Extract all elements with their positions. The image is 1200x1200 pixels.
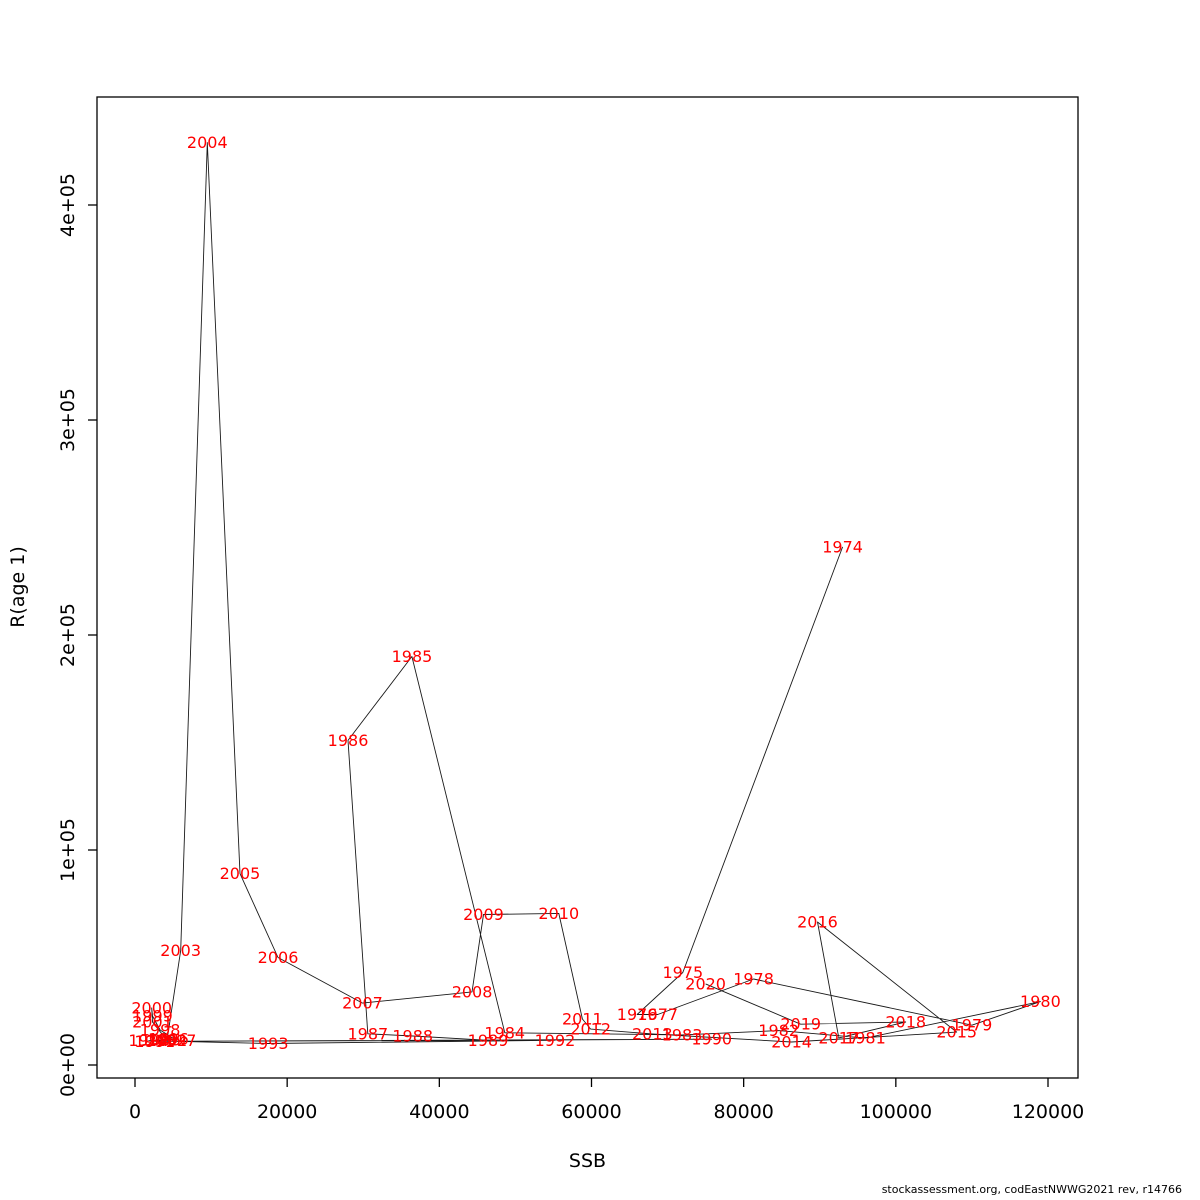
- year-label-2016: 2016: [797, 913, 838, 932]
- year-label-1993: 1993: [248, 1034, 289, 1053]
- year-label-1996: 1996: [148, 1030, 189, 1049]
- year-label-1985: 1985: [392, 647, 433, 666]
- x-tick-label: 20000: [257, 1101, 317, 1123]
- plot-border: [96, 96, 1079, 1079]
- year-label-1982: 1982: [758, 1021, 799, 1040]
- y-tick-label: 1e+05: [57, 818, 79, 882]
- year-label-2000: 2000: [131, 999, 172, 1018]
- year-label-1983: 1983: [662, 1025, 703, 1044]
- year-label-2012: 2012: [570, 1020, 611, 1039]
- year-label-1977: 1977: [637, 1005, 678, 1024]
- year-label-2004: 2004: [187, 133, 228, 152]
- year-label-1984: 1984: [484, 1023, 525, 1042]
- year-label-1988: 1988: [392, 1026, 433, 1045]
- x-tick-label: 120000: [1012, 1101, 1085, 1123]
- y-tick-label: 4e+05: [57, 173, 79, 237]
- year-label-2007: 2007: [342, 994, 383, 1013]
- year-label-2005: 2005: [220, 864, 261, 883]
- year-label-1976: 1976: [617, 1005, 658, 1024]
- year-label-1980: 1980: [1020, 992, 1061, 1011]
- year-label-1975: 1975: [662, 963, 703, 982]
- year-label-2009: 2009: [463, 905, 504, 924]
- year-label-1999: 1999: [132, 1006, 173, 1025]
- y-tick-label: 2e+05: [57, 603, 79, 667]
- x-tick-label: 100000: [860, 1101, 933, 1123]
- year-label-1990: 1990: [691, 1030, 732, 1049]
- year-label-2015: 2015: [936, 1023, 977, 1042]
- year-label-1995: 1995: [141, 1031, 182, 1050]
- year-label-2006: 2006: [258, 948, 299, 967]
- year-label-1986: 1986: [328, 731, 369, 750]
- year-label-1981: 1981: [845, 1029, 886, 1048]
- year-label-2001: 2001: [132, 1013, 173, 1032]
- source-attribution: stockassessment.org, codEastNWWG2021 rev…: [881, 1183, 1182, 1196]
- year-label-2008: 2008: [452, 982, 493, 1001]
- y-tick-label: 3e+05: [57, 388, 79, 452]
- year-label-2003: 2003: [160, 941, 201, 960]
- year-label-2013: 2013: [632, 1025, 673, 1044]
- x-axis-title: SSB: [568, 1150, 607, 1172]
- year-label-2002: 2002: [147, 1031, 188, 1050]
- x-tick-label: 60000: [561, 1101, 621, 1123]
- x-tick-label: 80000: [713, 1101, 773, 1123]
- year-label-2011: 2011: [562, 1009, 603, 1028]
- y-axis-title: R(age 1): [7, 546, 29, 628]
- year-label-1992: 1992: [535, 1031, 576, 1050]
- x-tick-label: 0: [129, 1101, 141, 1123]
- x-tick-label: 40000: [409, 1101, 469, 1123]
- y-tick-label: 0e+00: [57, 1033, 79, 1097]
- year-label-1979: 1979: [952, 1016, 993, 1035]
- year-label-2010: 2010: [538, 904, 579, 923]
- recruitment-trajectory-line: [148, 142, 1041, 1044]
- year-label-1978: 1978: [733, 970, 774, 989]
- year-label-1974: 1974: [822, 537, 863, 556]
- year-label-1994: 1994: [128, 1031, 169, 1050]
- year-label-1998: 1998: [140, 1020, 181, 1039]
- year-label-1991: 1991: [134, 1032, 175, 1051]
- year-label-1997: 1997: [156, 1031, 197, 1050]
- year-label-1987: 1987: [347, 1024, 388, 1043]
- year-label-2020: 2020: [685, 974, 726, 993]
- year-label-2018: 2018: [885, 1013, 926, 1032]
- year-label-1989: 1989: [468, 1031, 509, 1050]
- year-label-2014: 2014: [771, 1032, 812, 1051]
- year-label-2017: 2017: [818, 1028, 859, 1047]
- year-label-2019: 2019: [780, 1015, 821, 1034]
